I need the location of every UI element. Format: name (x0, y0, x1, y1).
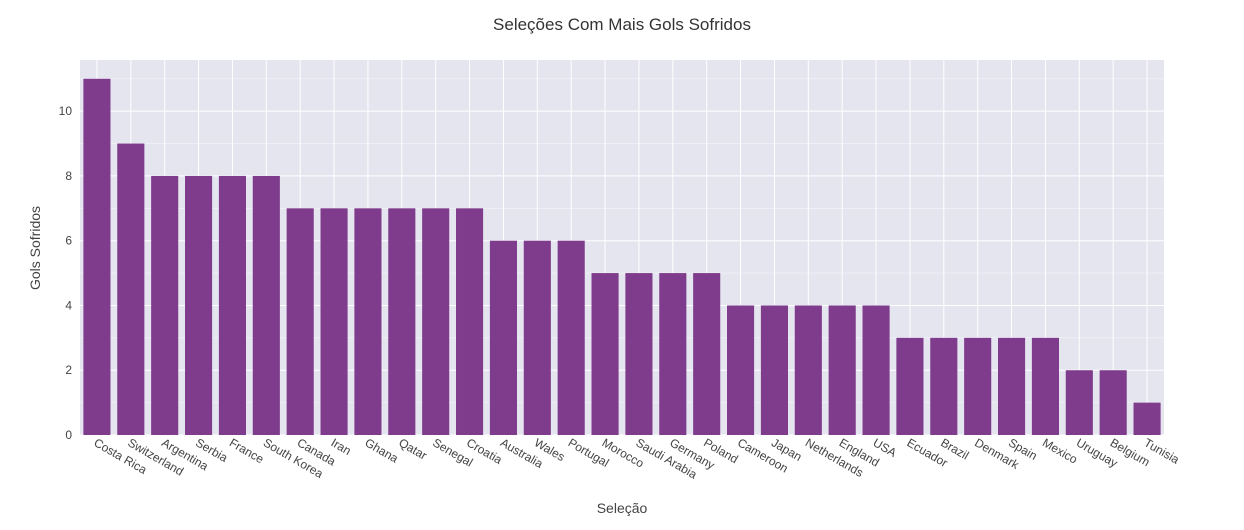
bar[interactable] (693, 273, 721, 435)
x-tick-label: Qatar (396, 435, 429, 462)
x-tick-labels: Costa RicaSwitzerlandArgentinaSerbiaFran… (91, 435, 1182, 481)
y-tick-label: 8 (65, 169, 72, 183)
bar[interactable] (998, 337, 1026, 435)
bar[interactable] (828, 305, 856, 435)
y-tick-label: 2 (65, 363, 72, 377)
bar[interactable] (1031, 337, 1059, 435)
bars (83, 78, 1161, 436)
bar[interactable] (794, 305, 822, 435)
bar[interactable] (1133, 402, 1161, 435)
y-tick-label: 4 (65, 298, 72, 312)
bar[interactable] (489, 240, 517, 435)
bar[interactable] (659, 273, 687, 435)
bar[interactable] (625, 273, 653, 435)
y-axis-label: Gols Sofridos (27, 206, 43, 290)
x-axis-label: Seleção (597, 500, 648, 516)
bar[interactable] (151, 175, 179, 435)
x-tick-label: Ghana (362, 435, 400, 465)
bar[interactable] (218, 175, 246, 435)
bar[interactable] (727, 305, 755, 435)
bar[interactable] (896, 337, 924, 435)
bar[interactable] (388, 208, 416, 435)
bar[interactable] (185, 175, 213, 435)
bar[interactable] (286, 208, 314, 435)
y-tick-label: 6 (65, 234, 72, 248)
bar[interactable] (591, 273, 619, 435)
bar[interactable] (930, 337, 958, 435)
y-tick-label: 10 (59, 104, 73, 118)
bar[interactable] (1065, 370, 1093, 435)
y-tick-labels: 0 2 4 6 8 10 (59, 104, 73, 442)
bar[interactable] (456, 208, 484, 435)
bar[interactable] (523, 240, 551, 435)
bar[interactable] (320, 208, 348, 435)
bar[interactable] (964, 337, 992, 435)
bar[interactable] (760, 305, 788, 435)
bar[interactable] (354, 208, 382, 435)
bar[interactable] (1099, 370, 1127, 435)
bar[interactable] (117, 143, 145, 435)
bar[interactable] (862, 305, 890, 435)
x-tick-label: France (227, 435, 267, 466)
bar[interactable] (422, 208, 450, 435)
bar[interactable] (83, 78, 111, 436)
chart-title: Seleções Com Mais Gols Sofridos (493, 15, 751, 34)
bar[interactable] (557, 240, 585, 435)
y-tick-label: 0 (65, 428, 72, 442)
x-tick-label: Mexico (1040, 435, 1080, 466)
bar[interactable] (252, 175, 280, 435)
